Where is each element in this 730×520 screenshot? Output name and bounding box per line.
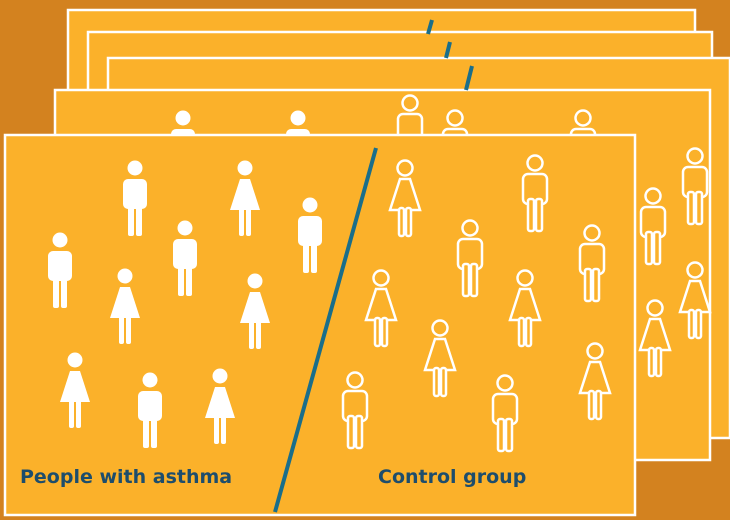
right-label: Control group <box>378 466 526 488</box>
divider <box>444 41 452 59</box>
divider <box>426 19 434 35</box>
left-label: People with asthma <box>20 466 232 488</box>
divider <box>464 65 474 91</box>
divider <box>273 147 378 513</box>
